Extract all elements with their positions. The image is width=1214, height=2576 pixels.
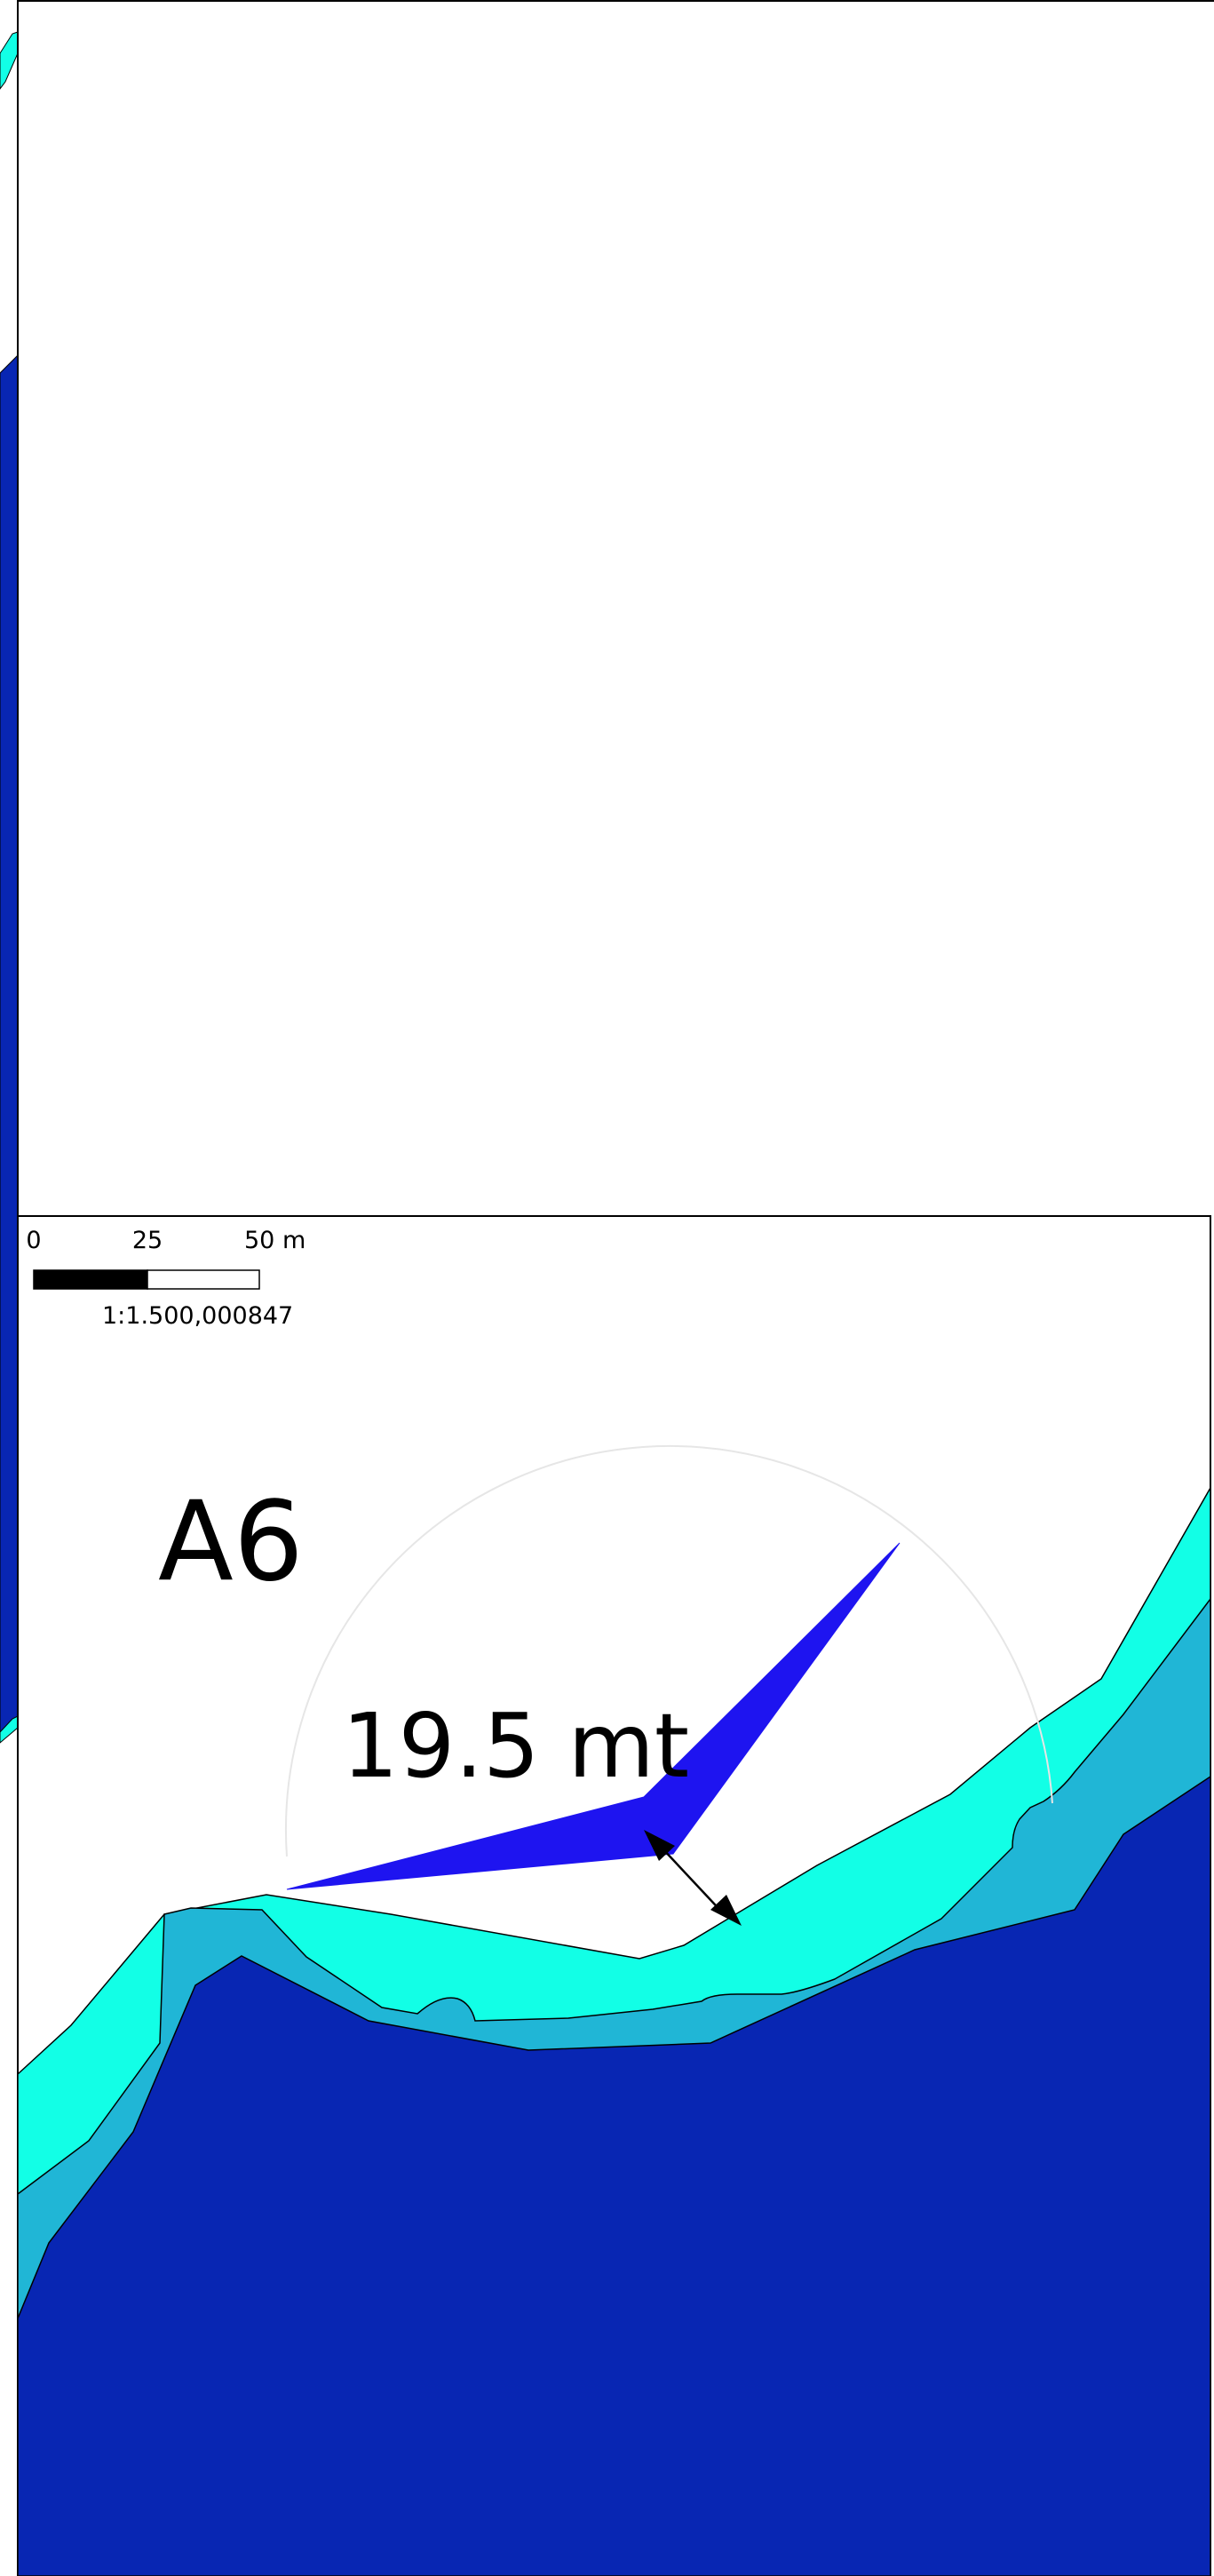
lower-map-frame: 0 25 50 m 1:1.500,000847 A6 19.5 mt xyxy=(17,1215,1211,2576)
scale-tick-50: 50 m xyxy=(244,1227,305,1254)
distance-label: 19.5 mt xyxy=(342,1694,689,1798)
scale-bar: 0 25 50 m 1:1.500,000847 xyxy=(26,1227,305,1330)
scale-tick-0: 0 xyxy=(26,1227,41,1254)
upper-map-water-sliver xyxy=(0,354,19,1742)
scale-tick-25: 25 xyxy=(132,1227,163,1254)
deep-water-area xyxy=(17,1775,1211,2576)
scale-ratio: 1:1.500,000847 xyxy=(102,1302,293,1330)
area-label: A6 xyxy=(158,1478,304,1606)
double-headed-arrow-icon xyxy=(644,1830,742,1926)
sector-arc xyxy=(284,1444,1053,1857)
fan-sector-icon xyxy=(286,1542,901,1890)
